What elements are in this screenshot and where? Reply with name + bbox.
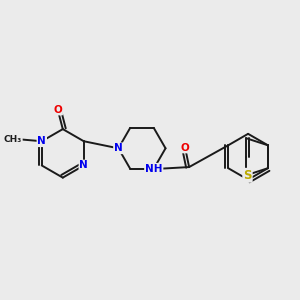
Text: CH₃: CH₃: [4, 135, 22, 144]
Text: N: N: [80, 160, 88, 170]
Text: NH: NH: [145, 164, 163, 174]
Text: N: N: [114, 143, 123, 153]
Text: O: O: [53, 105, 62, 115]
Text: S: S: [243, 169, 252, 182]
Text: N: N: [38, 136, 46, 146]
Text: O: O: [181, 142, 190, 152]
